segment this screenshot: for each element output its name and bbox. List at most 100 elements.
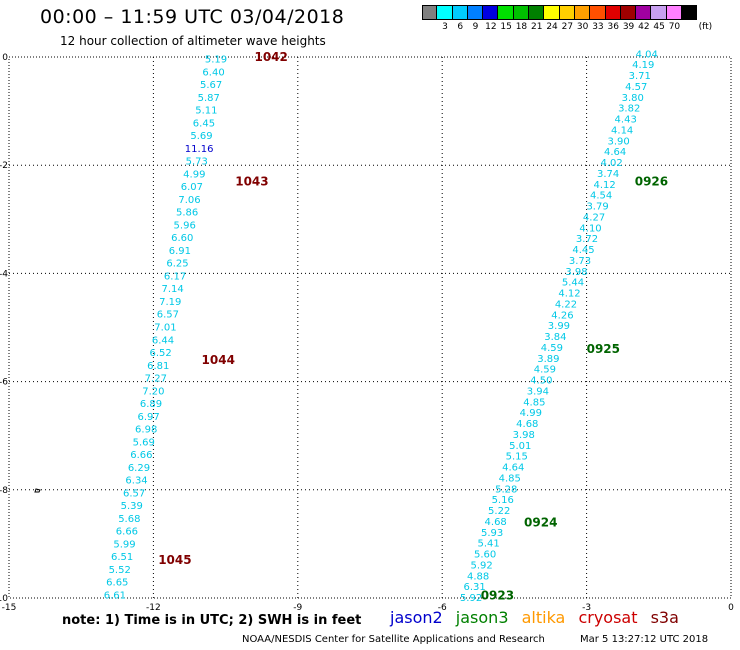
wave-height-value: 4.04: [636, 49, 658, 60]
wave-height-value: 5.68: [118, 514, 140, 525]
pass-time-label: 0923: [481, 588, 514, 602]
wave-height-value: 7.06: [178, 195, 200, 206]
color-scale-label: 70: [668, 22, 681, 32]
wave-height-value: 4.45: [572, 245, 594, 256]
wave-height-value: 7.01: [154, 323, 176, 334]
wave-height-value: 3.89: [537, 354, 559, 365]
color-scale-label: 6: [457, 22, 464, 32]
color-scale-label: 15: [500, 22, 512, 32]
pass-time-label: 0924: [524, 515, 557, 529]
color-scale-label: 45: [653, 22, 665, 32]
credit-line: NOAA/NESDIS Center for Satellite Applica…: [242, 634, 545, 645]
wave-height-value: 3.74: [597, 169, 619, 180]
wave-height-value: 4.85: [523, 397, 545, 408]
page-subtitle: 12 hour collection of altimeter wave hei…: [60, 34, 326, 48]
color-scale-cell: [666, 5, 683, 20]
wave-height-value: 5.92: [460, 593, 482, 604]
wave-height-value: 5.86: [176, 208, 198, 219]
color-scale-cell: [529, 5, 545, 20]
pass-time-label: 1043: [235, 174, 268, 188]
wave-height-value: 5.52: [109, 565, 131, 576]
color-scale-cell: [636, 5, 652, 20]
color-scale-cell: [483, 5, 499, 20]
wave-height-value: 3.99: [548, 321, 570, 332]
color-scale-labels: 3 6 9 12 15 18 21 24 27 30 33 36 39 42 45 70 (ft): [422, 20, 712, 32]
wave-height-value: 5.11: [195, 106, 217, 117]
wave-height-value: 3.94: [527, 386, 549, 397]
color-scale-label: 33: [592, 22, 604, 32]
island-outline: [34, 488, 41, 493]
wave-height-value: 3.71: [629, 71, 651, 82]
pass-time-label: 0926: [635, 174, 668, 188]
wave-height-value: 6.25: [166, 259, 188, 270]
wave-height-value: 6.66: [130, 450, 152, 461]
wave-height-value: 6.66: [116, 527, 138, 538]
color-scale-cell: [682, 5, 698, 20]
wave-height-value: 3.73: [569, 256, 591, 267]
wave-height-value: 6.44: [152, 335, 174, 346]
wave-height-value: 4.57: [625, 82, 647, 93]
generated-timestamp: Mar 5 13:27:12 UTC 2018: [580, 634, 709, 645]
legend-cryosat: cryosat: [578, 608, 638, 627]
wave-height-value: 7.19: [159, 297, 181, 308]
wave-height-value: 5.69: [133, 437, 155, 448]
color-scale-cell: [498, 5, 514, 20]
wave-height-value: 5.22: [488, 506, 510, 517]
wave-height-value: 6.17: [164, 271, 186, 282]
wave-height-value: 4.54: [590, 191, 612, 202]
wave-height-value: 3.90: [608, 136, 630, 147]
wave-height-value: 3.72: [576, 234, 598, 245]
wave-height-value: 6.61: [104, 590, 126, 601]
y-tick-label: -8: [0, 486, 8, 496]
color-scale-legend: 3 6 9 12 15 18 21 24 27 30 33 36 39 42 45 70 (ft): [422, 5, 712, 32]
legend-jason3: jason3: [455, 608, 509, 627]
color-scale-cell: [422, 5, 438, 20]
color-scale-cell: [513, 5, 530, 20]
wave-height-value: 4.27: [583, 212, 605, 223]
wave-height-value: 5.16: [492, 495, 514, 506]
wave-height-value: 3.82: [618, 104, 640, 115]
color-scale-cell: [544, 5, 560, 20]
wave-height-value: 4.43: [615, 115, 637, 126]
wave-height-value: 3.79: [586, 202, 608, 213]
wave-height-value: 4.99: [183, 169, 205, 180]
pass-time-label: 0925: [587, 342, 620, 356]
plot-frame: [8, 56, 732, 599]
color-scale-label: 42: [638, 22, 650, 32]
y-tick-label: -10: [0, 594, 8, 604]
color-scale-label: 12: [485, 22, 497, 32]
legend-altika: altika: [521, 608, 566, 627]
wave-height-value: 4.99: [520, 408, 542, 419]
x-tick-label: 0: [728, 603, 734, 613]
wave-height-value: 5.44: [562, 278, 584, 289]
wave-height-value: 4.14: [611, 125, 633, 136]
wave-height-value: 5.73: [186, 157, 208, 168]
legend-s3a: s3a: [650, 608, 679, 627]
legend-jason2: jason2: [390, 608, 443, 627]
color-scale-label: 18: [515, 22, 528, 32]
wave-height-value: 6.07: [181, 182, 203, 193]
wave-height-value: 4.10: [579, 223, 601, 234]
wave-height-value: 5.39: [121, 501, 143, 512]
color-scale-label: 24: [546, 22, 558, 32]
wave-height-value: 5.19: [205, 55, 227, 66]
wave-height-value: 4.50: [530, 376, 552, 387]
color-scale-label: 21: [531, 22, 543, 32]
wave-height-value: 4.68: [485, 517, 507, 528]
wave-height-value: 6.60: [171, 233, 193, 244]
color-scale-label: 9: [472, 22, 479, 32]
color-scale-cell: [452, 5, 468, 20]
color-scale-cell: [437, 5, 453, 20]
wave-height-value: 6.57: [123, 488, 145, 499]
wave-height-value: 7.20: [142, 386, 164, 397]
pass-time-label: 1044: [202, 353, 235, 367]
wave-height-value: 4.12: [558, 289, 580, 300]
y-tick-label: 0: [2, 53, 8, 63]
wave-height-value: 6.98: [135, 425, 157, 436]
color-scale-cell: [559, 5, 575, 20]
wave-height-value: 4.64: [502, 463, 524, 474]
y-tick-label: -4: [0, 269, 8, 279]
color-scale-unit: (ft): [698, 22, 713, 32]
wave-height-value: 6.34: [125, 476, 147, 487]
wave-height-value: 5.60: [474, 550, 496, 561]
